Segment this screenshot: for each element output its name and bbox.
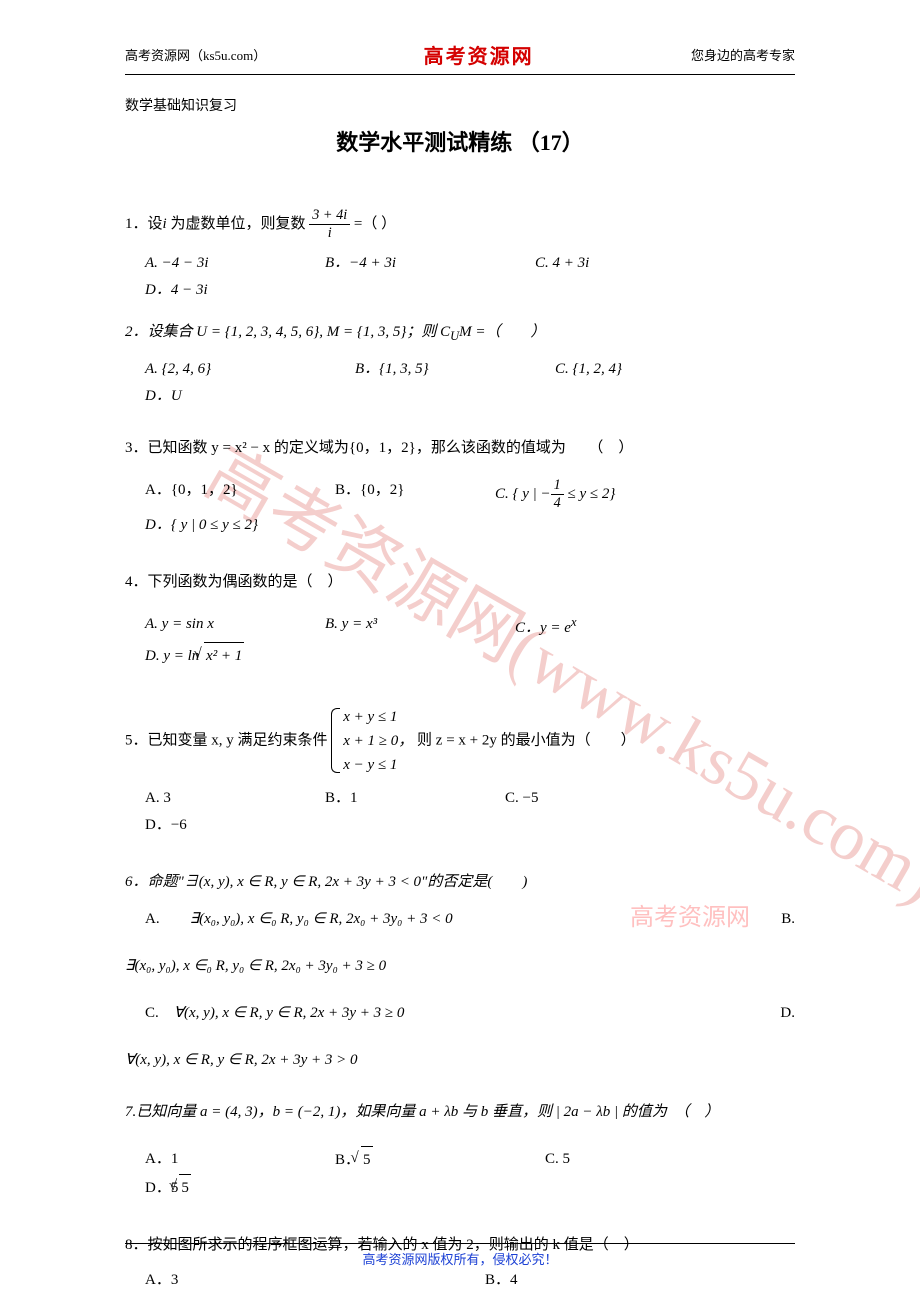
q4-optC-pre: C．y = e bbox=[515, 620, 571, 636]
q3-optC: C. { y | −14 ≤ y ≤ 2} bbox=[495, 477, 665, 512]
q4-optC-sup: x bbox=[571, 615, 577, 629]
q3-optC-den: 4 bbox=[551, 495, 564, 512]
q6-labelA: A. ∃(x₀, y₀), x ∈₀ R, y₀ ∈ R, 2x₀ + 3y₀ … bbox=[145, 906, 453, 933]
q6-stem: 6．命题"∃(x, y), x ∈ R, y ∈ R, 2x + 3y + 3 … bbox=[125, 869, 795, 896]
q7-optA: A．1 bbox=[145, 1146, 295, 1174]
q6-labelD: D. bbox=[780, 1000, 795, 1027]
q3-stem: 3．已知函数 y = x² − x 的定义域为{0，1，2}，那么该函数的值域为… bbox=[125, 435, 795, 462]
q2-optB: B．{1, 3, 5} bbox=[355, 356, 515, 383]
q1-frac-num: 3 + 4i bbox=[309, 207, 350, 225]
q7-stem: 7.已知向量 a = (4, 3)，b = (−2, 1)，如果向量 a + λ… bbox=[125, 1099, 795, 1126]
q2-optA: A. {2, 4, 6} bbox=[145, 356, 315, 383]
main-title: 数学水平测试精练 （17） bbox=[125, 125, 795, 157]
question-7: 7.已知向量 a = (4, 3)，b = (−2, 1)，如果向量 a + λ… bbox=[125, 1099, 795, 1202]
q4-optB: B. y = x³ bbox=[325, 611, 475, 642]
q4-optD: D. y = ln x² + 1 bbox=[145, 642, 244, 670]
question-2: 2．设集合 U = {1, 2, 3, 4, 5, 6}, M = {1, 3,… bbox=[125, 319, 795, 410]
q3-optD: D．{ y | 0 ≤ y ≤ 2} bbox=[145, 512, 258, 539]
q4-options: A. y = sin x B. y = x³ C．y = ex D. y = l… bbox=[125, 611, 795, 670]
q3-optC-pre: C. { y | − bbox=[495, 486, 551, 502]
q8-options: A．3 B．4 bbox=[125, 1267, 795, 1294]
q3-optC-num: 1 bbox=[551, 477, 564, 495]
q5-optA: A. 3 bbox=[145, 785, 285, 812]
q2-sub: U bbox=[450, 329, 459, 343]
q1-stem: 1．设 i 为虚数单位，则复数 3 + 4i i =（ ） bbox=[125, 207, 795, 242]
q1-optD: D．4 − 3i bbox=[145, 277, 208, 304]
q3-optC-post: ≤ y ≤ 2} bbox=[564, 486, 616, 502]
q1-optA: A. −4 − 3i bbox=[145, 250, 285, 277]
q7-optD-sqrt: 5 bbox=[179, 1174, 191, 1202]
q6-optD: ∀(x, y), x ∈ R, y ∈ R, 2x + 3y + 3 > 0 bbox=[125, 1047, 795, 1074]
q1-frac-den: i bbox=[309, 225, 350, 242]
q5-options: A. 3 B．1 C. −5 D．−6 bbox=[125, 785, 795, 839]
q7-optB: B．5 bbox=[335, 1146, 505, 1174]
q6-optB: ∃(x₀, y₀), x ∈₀ R, y₀ ∈ R, 2x₀ + 3y₀ + 3… bbox=[125, 953, 795, 980]
q1-optC: C. 4 + 3i bbox=[535, 250, 685, 277]
subtitle: 数学基础知识复习 bbox=[125, 95, 795, 115]
header-center: 高考资源网 bbox=[424, 40, 534, 69]
question-3: 3．已知函数 y = x² − x 的定义域为{0，1，2}，那么该函数的值域为… bbox=[125, 435, 795, 539]
q2-options: A. {2, 4, 6} B．{1, 3, 5} C. {1, 2, 4} D．… bbox=[125, 356, 795, 410]
page-header: 高考资源网（ks5u.com） 高考资源网 您身边的高考专家 bbox=[125, 40, 795, 75]
q8-optA: A．3 bbox=[145, 1267, 445, 1294]
q5-line3: x − y ≤ 1 bbox=[343, 753, 413, 777]
q2-after: M =（ ） bbox=[459, 324, 545, 340]
question-1: 1．设 i 为虚数单位，则复数 3 + 4i i =（ ） A. −4 − 3i … bbox=[125, 207, 795, 304]
q5-line2: x + 1 ≥ 0， bbox=[343, 729, 413, 753]
q3-optA: A．{0，1，2} bbox=[145, 477, 295, 512]
q4-stem: 4．下列函数为偶函数的是（ ） bbox=[125, 569, 795, 596]
q7-options: A．1 B．5 C. 5 D．55 bbox=[125, 1146, 795, 1202]
q8-optB: B．4 bbox=[485, 1267, 518, 1294]
q2-optC: C. {1, 2, 4} bbox=[555, 356, 695, 383]
q7-optB-sqrt: 5 bbox=[361, 1146, 373, 1174]
q1-mid: 为虚数单位，则复数 bbox=[170, 216, 305, 232]
question-6: 6．命题"∃(x, y), x ∈ R, y ∈ R, 2x + 3y + 3 … bbox=[125, 869, 795, 1074]
q5-optB: B．1 bbox=[325, 785, 465, 812]
q5-pre: 5．已知变量 x, y 满足约束条件 bbox=[125, 732, 328, 748]
q1-prefix: 1．设 bbox=[125, 216, 163, 232]
q3-optB: B．{0，2} bbox=[335, 477, 455, 512]
page-container: 高考资源网（ks5u.com） 高考资源网 您身边的高考专家 数学基础知识复习 … bbox=[125, 40, 795, 1309]
header-left: 高考资源网（ks5u.com） bbox=[125, 45, 266, 64]
question-4: 4．下列函数为偶函数的是（ ） A. y = sin x B. y = x³ C… bbox=[125, 569, 795, 670]
q5-system: x + y ≤ 1 x + 1 ≥ 0， x − y ≤ 1 bbox=[331, 705, 413, 777]
q6-rowC: C. ∀(x, y), x ∈ R, y ∈ R, 2x + 3y + 3 ≥ … bbox=[125, 1000, 795, 1027]
q2-stem-text: 2．设集合 U = {1, 2, 3, 4, 5, 6}, M = {1, 3,… bbox=[125, 324, 450, 340]
q6-labelC: C. ∀(x, y), x ∈ R, y ∈ R, 2x + 3y + 3 ≥ … bbox=[145, 1000, 404, 1027]
header-right: 您身边的高考专家 bbox=[691, 45, 795, 64]
q4-optC: C．y = ex bbox=[515, 611, 675, 642]
q5-optD: D．−6 bbox=[145, 812, 187, 839]
q6-labelB: B. bbox=[781, 906, 795, 933]
q3-options: A．{0，1，2} B．{0，2} C. { y | −14 ≤ y ≤ 2} … bbox=[125, 477, 795, 539]
question-5: 5．已知变量 x, y 满足约束条件 x + y ≤ 1 x + 1 ≥ 0， … bbox=[125, 705, 795, 839]
q4-optD-pre: D. y = ln bbox=[145, 648, 199, 664]
q7-optC: C. 5 bbox=[545, 1146, 685, 1174]
q4-optA: A. y = sin x bbox=[145, 611, 285, 642]
q5-post: 则 z = x + 2y 的最小值为（ ） bbox=[417, 732, 636, 748]
q1-options: A. −4 − 3i B．−4 + 3i C. 4 + 3i D．4 − 3i bbox=[125, 250, 795, 304]
q1-optB: B．−4 + 3i bbox=[325, 250, 495, 277]
q1-fraction: 3 + 4i i bbox=[309, 207, 350, 242]
q5-optC: C. −5 bbox=[505, 785, 675, 812]
q4-optD-sqrt: x² + 1 bbox=[204, 642, 244, 670]
q7-optD: D．55 bbox=[145, 1174, 191, 1202]
q2-optD: D．U bbox=[145, 383, 182, 410]
q5-stem: 5．已知变量 x, y 满足约束条件 x + y ≤ 1 x + 1 ≥ 0， … bbox=[125, 705, 795, 777]
q1-suffix: =（ ） bbox=[354, 216, 396, 232]
page-footer: 高考资源网版权所有，侵权必究！ bbox=[125, 1243, 795, 1268]
q6-rowA: A. ∃(x₀, y₀), x ∈₀ R, y₀ ∈ R, 2x₀ + 3y₀ … bbox=[125, 906, 795, 933]
q5-line1: x + y ≤ 1 bbox=[343, 705, 413, 729]
q2-stem: 2．设集合 U = {1, 2, 3, 4, 5, 6}, M = {1, 3,… bbox=[125, 319, 795, 348]
